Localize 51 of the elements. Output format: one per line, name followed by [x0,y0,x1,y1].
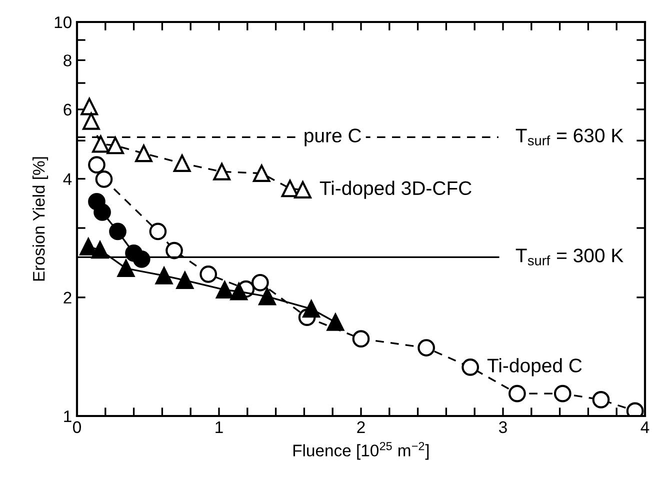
x-tick-label: 0 [73,421,81,434]
y-tick-label: 1 [64,410,72,422]
point [281,180,299,198]
point [252,164,270,182]
point [230,282,248,300]
point [213,162,231,180]
point [200,266,218,283]
point [176,272,194,289]
point [109,222,126,240]
point [173,154,191,172]
x-tick-label: 4 [640,421,650,433]
point [92,135,110,153]
point [258,288,276,306]
point [117,260,135,278]
point [302,300,320,318]
y-tick-label: 8 [64,54,72,66]
y-tick-label: 2 [64,292,72,304]
x-axis-title: Fluence [10$^{25}$ m$^{−2}$] [293,442,429,460]
point [326,314,344,331]
point [135,144,152,162]
y-tick-label: 10 [54,16,72,28]
point [166,242,183,260]
point [80,98,98,116]
annotation: Ti-doped C [487,358,582,376]
x-tick-label: 1 [216,421,223,433]
y-tick-label: 4 [63,173,72,185]
point [251,274,269,292]
point [94,204,111,221]
point [82,112,100,130]
point [88,156,106,174]
point [106,136,124,154]
point [95,170,113,188]
point [592,391,610,408]
annotation: Ti-doped 3D-CFC [320,180,472,199]
point [352,330,370,348]
ref-line-label: pure C [304,128,362,146]
point [418,339,436,356]
y-axis-title: Erosion Yield [%] [32,157,48,281]
point [294,181,312,199]
point [462,358,480,376]
annotation: T$_{surf}$ = 630 K [516,128,624,146]
point [508,384,526,402]
point [149,222,167,240]
point [155,267,173,284]
point [132,250,150,268]
x-tick-label: 2 [357,421,365,433]
x-tick-label: 3 [499,421,507,434]
point [216,281,234,299]
annotation: T$_{surf}$ = 300 K [516,248,624,266]
y-tick-label: 6 [64,104,72,116]
point [554,384,572,402]
